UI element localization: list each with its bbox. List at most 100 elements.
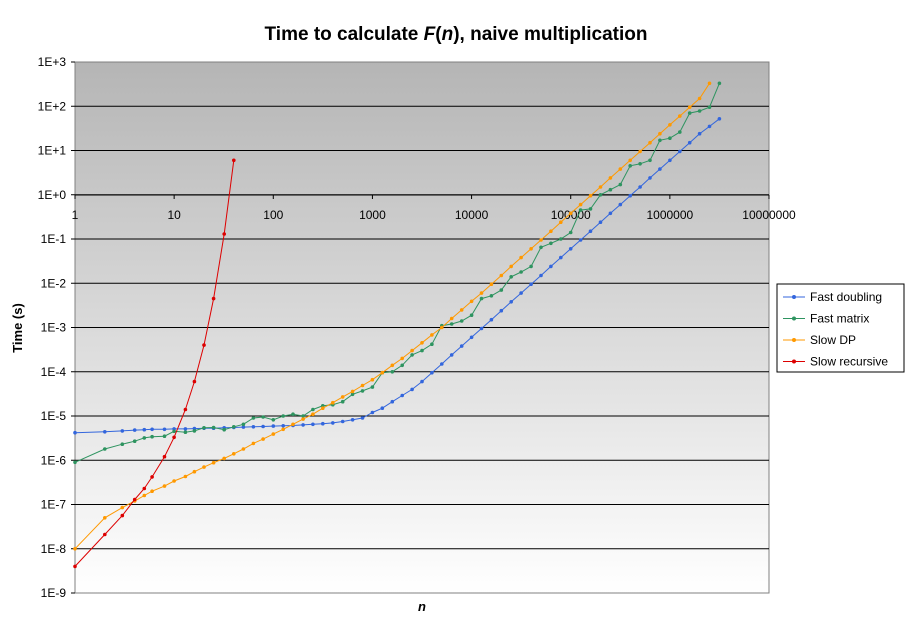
data-point-fast-matrix bbox=[499, 288, 504, 292]
data-point-slow-dp bbox=[489, 282, 494, 287]
data-point-fast-matrix bbox=[202, 426, 206, 430]
data-point-fast-doubling bbox=[440, 362, 444, 366]
data-point-slow-recursive bbox=[211, 296, 216, 301]
data-point-slow-dp bbox=[311, 412, 315, 417]
y-tick-label: 1E-8 bbox=[41, 542, 67, 556]
data-point-slow-dp bbox=[103, 516, 107, 520]
data-point-fast-matrix bbox=[183, 430, 188, 435]
data-point-fast-matrix bbox=[291, 412, 295, 417]
data-point-fast-doubling bbox=[658, 167, 662, 171]
data-point-fast-matrix bbox=[251, 416, 256, 420]
data-point-slow-dp bbox=[211, 460, 216, 465]
x-tick-label: 100 bbox=[263, 208, 283, 222]
data-point-slow-dp bbox=[648, 140, 652, 145]
data-point-fast-doubling bbox=[707, 124, 712, 129]
data-point-fast-matrix bbox=[658, 138, 662, 143]
y-axis-ticks: 1E+3 1E+2 1E+1 1E+0 1E-1 1E-2 1E-3 1E-4 1E-5 1E-6… bbox=[38, 55, 75, 600]
data-point-fast-matrix bbox=[410, 353, 414, 357]
y-tick-label: 1E-3 bbox=[41, 321, 67, 335]
data-point-fast-doubling bbox=[400, 393, 405, 398]
data-point-slow-dp bbox=[549, 229, 553, 233]
legend-item-fast-doubling: Fast doubling bbox=[783, 290, 882, 304]
data-point-slow-dp bbox=[420, 341, 424, 345]
data-point-fast-matrix bbox=[519, 270, 523, 274]
legend-label: Slow recursive bbox=[810, 355, 888, 369]
y-axis-title: Time (s) bbox=[10, 303, 25, 353]
y-tick-label: 1E+3 bbox=[38, 55, 67, 69]
data-point-slow-dp bbox=[638, 149, 642, 154]
data-point-fast-matrix bbox=[479, 296, 484, 301]
data-point-fast-matrix bbox=[648, 158, 652, 163]
data-point-slow-dp bbox=[183, 474, 188, 479]
data-point-fast-matrix bbox=[232, 425, 236, 429]
legend-label: Fast matrix bbox=[810, 312, 869, 326]
data-point-fast-doubling bbox=[430, 370, 434, 375]
data-point-slow-recursive bbox=[103, 532, 107, 537]
data-point-fast-matrix bbox=[509, 275, 513, 279]
data-point-fast-doubling bbox=[410, 387, 414, 392]
legend-item-fast-matrix: Fast matrix bbox=[783, 312, 869, 326]
data-point-slow-recursive bbox=[150, 475, 154, 479]
data-point-slow-recursive bbox=[132, 497, 137, 502]
data-point-fast-doubling bbox=[687, 140, 692, 145]
data-point-slow-dp bbox=[162, 484, 167, 488]
data-point-slow-dp bbox=[499, 273, 504, 278]
y-tick-label: 1E-4 bbox=[41, 365, 67, 379]
data-point-fast-doubling bbox=[150, 427, 154, 432]
data-point-fast-doubling bbox=[449, 353, 454, 357]
x-axis: 110100100010000100000100000010000000 bbox=[72, 194, 796, 222]
data-point-fast-doubling bbox=[162, 427, 167, 432]
data-point-fast-matrix bbox=[598, 193, 603, 197]
data-point-fast-doubling bbox=[479, 326, 484, 331]
data-point-slow-dp bbox=[459, 308, 464, 312]
data-point-fast-doubling bbox=[321, 421, 325, 426]
data-point-fast-doubling bbox=[261, 424, 265, 429]
x-tick-label: 10000 bbox=[455, 208, 489, 222]
data-point-fast-matrix bbox=[618, 182, 623, 187]
data-point-slow-dp bbox=[449, 316, 454, 321]
data-point-slow-dp bbox=[331, 400, 335, 405]
series-group bbox=[73, 81, 722, 569]
data-point-fast-matrix bbox=[150, 434, 154, 439]
data-point-slow-dp bbox=[400, 356, 405, 361]
y-tick-label: 1E-1 bbox=[41, 232, 67, 246]
data-point-slow-recursive bbox=[232, 158, 236, 163]
data-point-slow-dp bbox=[608, 176, 613, 180]
data-point-fast-doubling bbox=[499, 308, 504, 313]
data-point-slow-dp bbox=[539, 238, 543, 242]
data-point-fast-doubling bbox=[628, 193, 632, 198]
data-point-fast-matrix bbox=[588, 207, 593, 211]
data-point-fast-matrix bbox=[311, 407, 315, 412]
legend-item-slow-recursive: Slow recursive bbox=[783, 355, 888, 369]
data-point-slow-dp bbox=[509, 264, 513, 269]
series-fast-matrix bbox=[73, 81, 722, 465]
data-point-fast-doubling bbox=[509, 300, 513, 304]
data-point-fast-doubling bbox=[271, 424, 276, 428]
data-point-fast-doubling bbox=[459, 344, 464, 348]
y-tick-label: 1E+0 bbox=[38, 188, 67, 202]
data-point-slow-dp bbox=[519, 255, 523, 260]
data-point-fast-doubling bbox=[539, 273, 543, 278]
data-point-slow-dp bbox=[380, 370, 385, 375]
y-tick-label: 1E-2 bbox=[41, 276, 67, 290]
legend-item-slow-dp: Slow DP bbox=[783, 333, 856, 347]
data-point-slow-dp bbox=[598, 185, 603, 189]
data-point-fast-matrix bbox=[638, 162, 642, 166]
legend: Fast doubling Fast matrix Slow DP Slow recu… bbox=[776, 283, 905, 373]
data-point-fast-doubling bbox=[132, 428, 137, 432]
data-point-slow-dp bbox=[281, 427, 286, 432]
data-point-fast-matrix bbox=[192, 429, 197, 433]
data-point-fast-doubling bbox=[559, 255, 563, 260]
data-point-fast-matrix bbox=[628, 164, 632, 168]
x-tick-label: 1000000 bbox=[646, 208, 693, 222]
data-point-slow-dp bbox=[202, 465, 206, 469]
data-point-fast-doubling bbox=[301, 423, 305, 427]
data-point-slow-dp bbox=[261, 437, 265, 441]
data-point-fast-matrix bbox=[350, 392, 355, 397]
data-point-fast-matrix bbox=[103, 447, 107, 451]
data-point-fast-matrix bbox=[370, 385, 375, 389]
data-point-fast-matrix bbox=[668, 136, 672, 140]
data-point-fast-doubling bbox=[331, 421, 335, 425]
data-point-fast-matrix bbox=[469, 313, 474, 318]
data-point-fast-doubling bbox=[251, 425, 256, 429]
